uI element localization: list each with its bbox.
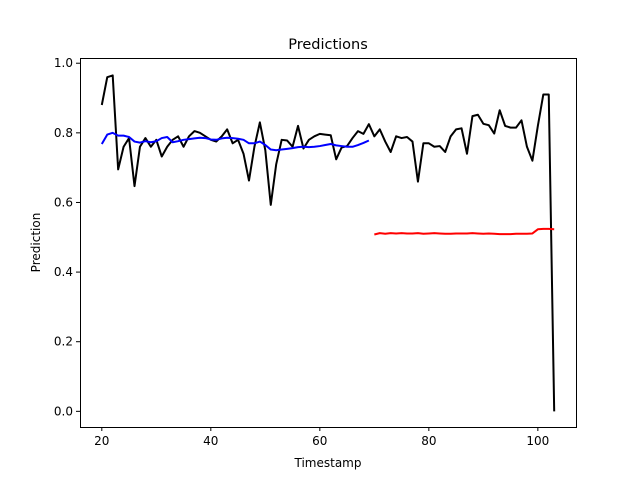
x-tick-label: 20 xyxy=(94,434,109,448)
y-tick-label: 0.4 xyxy=(54,265,73,279)
tick-layer: 20 40 60 80 100 0.0 0.2 0.4 0.6 0.8 1.0 xyxy=(54,56,549,448)
series-layer xyxy=(100,74,556,412)
y-axis-label: Prediction xyxy=(29,213,43,273)
series-line-3 xyxy=(374,227,555,236)
x-tick-label: 100 xyxy=(526,434,549,448)
x-axis-label: Timestamp xyxy=(294,456,362,470)
y-tick-label: 1.0 xyxy=(54,56,73,70)
y-tick-label: 0.2 xyxy=(54,335,73,349)
axes-frame xyxy=(80,58,577,428)
x-tick-label: 40 xyxy=(203,434,218,448)
series-line-1 xyxy=(100,74,556,412)
chart-title: Predictions xyxy=(288,37,368,53)
y-tick-label: 0.0 xyxy=(54,404,73,418)
y-tick-label: 0.8 xyxy=(54,126,73,140)
y-tick-label: 0.6 xyxy=(54,195,73,209)
plot-area xyxy=(80,58,576,427)
series-line-2 xyxy=(100,131,370,152)
x-tick-label: 60 xyxy=(312,434,327,448)
x-tick-label: 80 xyxy=(421,434,436,448)
